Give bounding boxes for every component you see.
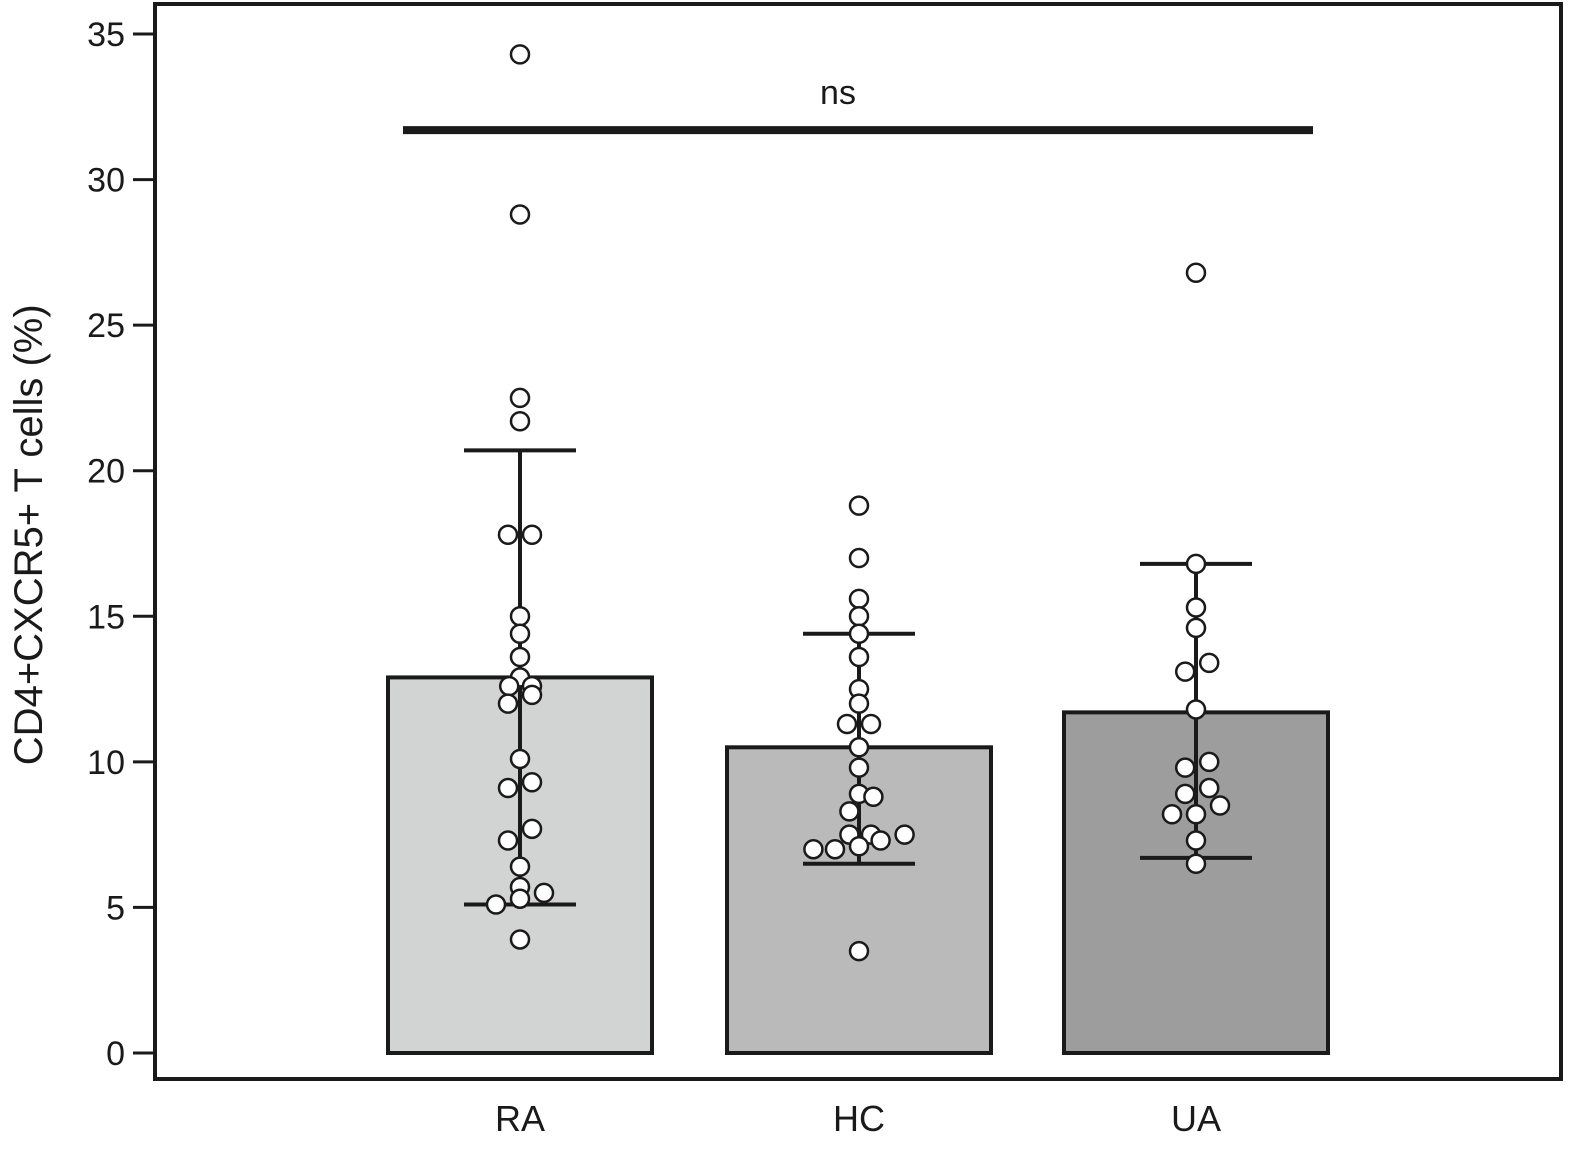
data-point	[509, 748, 531, 770]
data-point	[848, 693, 870, 714]
data-point	[509, 856, 531, 877]
data-point	[848, 737, 870, 758]
data-point	[1185, 830, 1207, 851]
data-point	[1209, 795, 1231, 816]
data-point	[1185, 699, 1207, 720]
significance-group: ns	[403, 74, 1313, 135]
data-point	[863, 786, 884, 808]
data-point	[894, 824, 915, 845]
data-point	[498, 675, 520, 697]
data-point	[509, 387, 531, 409]
data-point	[497, 830, 519, 851]
data-point	[824, 838, 846, 860]
x-tick-label-hc: HC	[833, 1098, 885, 1139]
data-point	[1185, 853, 1207, 875]
data-point	[803, 838, 824, 860]
data-point	[1161, 804, 1183, 825]
data-point	[509, 888, 531, 909]
data-point	[848, 547, 870, 569]
plot-frame	[153, 2, 1563, 1081]
significance-label: ns	[820, 74, 856, 112]
data-point	[848, 646, 870, 668]
data-point	[509, 623, 531, 645]
data-point	[1185, 262, 1207, 283]
data-point	[836, 713, 858, 735]
data-point	[860, 713, 882, 735]
data-point	[870, 830, 891, 851]
x-axis-labels: RA HC UA	[495, 1098, 1221, 1139]
data-point	[848, 623, 870, 645]
y-tick-label: 10	[87, 744, 125, 782]
y-tick-label: 30	[87, 162, 125, 200]
data-point	[1185, 553, 1207, 575]
x-tick-label-ua: UA	[1171, 1098, 1221, 1139]
data-point	[521, 684, 543, 706]
y-tick-label: 5	[106, 889, 125, 927]
data-point	[521, 771, 543, 793]
data-point	[848, 588, 870, 610]
data-point	[509, 606, 531, 627]
data-point	[1174, 783, 1196, 805]
data-point	[848, 606, 870, 627]
data-point	[1185, 804, 1207, 825]
data-point	[509, 44, 531, 65]
data-point	[497, 693, 519, 714]
data-point	[848, 836, 870, 857]
y-tick-label: 35	[87, 16, 125, 54]
data-point	[1174, 757, 1196, 778]
data-point	[497, 777, 519, 799]
data-point	[848, 495, 870, 516]
data-point	[848, 757, 870, 778]
data-point	[1185, 597, 1207, 618]
data-point	[521, 524, 543, 546]
y-tick-label: 20	[87, 453, 125, 491]
data-point	[497, 524, 519, 546]
y-axis-title: CD4+CXCR5+ T cells (%)	[7, 304, 51, 765]
data-point	[1198, 751, 1220, 773]
data-point	[509, 646, 531, 668]
data-point	[839, 801, 860, 822]
data-points-group	[485, 44, 1231, 962]
data-point	[848, 940, 870, 962]
data-point	[509, 410, 531, 432]
y-tick-label: 15	[87, 598, 125, 636]
data-point	[485, 894, 507, 915]
y-axis-ticks: 0 5 10 15 20 25 30 35	[87, 16, 155, 1073]
data-point	[521, 818, 543, 840]
y-tick-label: 0	[106, 1035, 125, 1073]
y-tick-label: 25	[87, 307, 125, 345]
data-point	[533, 882, 555, 904]
data-point	[1198, 652, 1220, 674]
data-point	[509, 929, 531, 950]
data-point	[1198, 777, 1220, 799]
data-point	[509, 204, 531, 225]
data-point	[1185, 617, 1207, 639]
data-point	[1174, 661, 1196, 682]
x-tick-label-ra: RA	[495, 1098, 545, 1139]
